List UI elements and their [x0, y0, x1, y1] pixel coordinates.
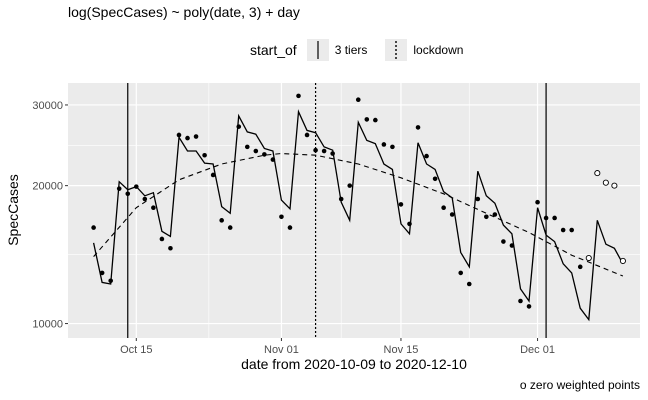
data-point	[244, 144, 250, 150]
data-point	[108, 278, 113, 284]
data-point	[270, 157, 276, 162]
data-point	[492, 212, 498, 217]
zero-weight-note: o zero weighted points	[519, 378, 640, 392]
y-tick-label: 20000	[32, 181, 63, 193]
data-point	[116, 186, 122, 191]
data-point	[381, 142, 387, 147]
data-point	[262, 152, 267, 157]
data-point	[133, 184, 139, 189]
data-points-layer	[91, 93, 583, 309]
x-tick-label: Nov 01	[264, 344, 299, 356]
legend-key-solid	[306, 39, 329, 61]
chart-title: log(SpecCases) ~ poly(date, 3) + day	[68, 4, 300, 20]
data-point	[543, 215, 549, 221]
data-point	[398, 202, 404, 207]
data-point	[142, 196, 148, 202]
data-point	[535, 199, 540, 205]
data-point	[91, 225, 96, 230]
zero-weighted-point	[619, 257, 626, 264]
data-point	[577, 264, 583, 270]
data-point	[193, 134, 199, 139]
data-point	[518, 298, 523, 304]
y-tick-label: 30000	[32, 100, 63, 112]
data-point	[373, 117, 378, 123]
data-point	[449, 212, 455, 217]
data-point	[330, 151, 335, 156]
data-point	[313, 147, 318, 153]
x-tick-label: Nov 15	[384, 344, 419, 356]
zero-weighted-point	[594, 170, 601, 177]
data-point	[424, 153, 429, 159]
legend-key-dotted	[385, 39, 408, 61]
y-tick-label: 10000	[32, 319, 63, 331]
data-point	[296, 93, 301, 99]
data-point	[390, 144, 395, 150]
legend-label-lockdown: lockdown	[413, 43, 464, 57]
legend-title: start_of	[250, 42, 297, 58]
data-point	[569, 227, 575, 233]
data-point	[501, 239, 506, 244]
zero-weighted-points-layer	[585, 170, 626, 264]
x-axis: Oct 15 Nov 01 Nov 15 Dec 01	[120, 338, 555, 356]
panel-background	[68, 83, 640, 338]
zero-weighted-point	[585, 254, 592, 262]
data-point	[151, 205, 156, 211]
legend: start_of 3 tiers lockdown	[250, 38, 481, 62]
data-point	[441, 205, 446, 211]
data-point	[466, 281, 472, 287]
data-point	[185, 135, 190, 141]
legend-label-3-tiers: 3 tiers	[334, 43, 368, 57]
data-point	[484, 214, 489, 220]
zero-weighted-point	[611, 182, 618, 189]
data-point	[364, 117, 370, 122]
data-point	[509, 243, 515, 248]
minor-gridlines	[68, 83, 640, 338]
data-point	[475, 196, 481, 202]
data-point	[458, 270, 464, 276]
data-point	[432, 176, 438, 182]
data-point	[347, 183, 353, 188]
data-point	[552, 215, 557, 221]
data-point	[99, 270, 105, 276]
fit-line-layer	[92, 109, 624, 322]
data-point	[304, 132, 310, 138]
y-axis-title: SpecCases	[5, 174, 21, 246]
data-point	[355, 97, 361, 103]
x-tick-label: Dec 01	[520, 344, 555, 356]
data-point	[236, 124, 242, 129]
data-point	[526, 304, 532, 309]
data-point	[253, 148, 259, 154]
data-point	[202, 152, 207, 158]
data-point	[279, 214, 284, 220]
y-axis: 10000 20000 30000	[32, 100, 68, 331]
x-tick-label: Oct 15	[120, 344, 152, 356]
data-point	[407, 221, 412, 227]
fit-line	[92, 109, 624, 322]
data-point	[560, 227, 566, 233]
event-lines	[127, 83, 547, 338]
data-point	[168, 245, 173, 251]
zero-weighted-point	[602, 179, 609, 186]
data-point	[227, 225, 233, 230]
data-point	[159, 236, 165, 242]
x-axis-title: date from 2020-10-09 to 2020-12-10	[241, 356, 467, 372]
data-point	[338, 196, 344, 202]
data-point	[219, 218, 224, 223]
data-point	[321, 148, 327, 154]
data-point	[415, 125, 421, 130]
data-point	[287, 225, 293, 230]
data-point	[210, 172, 216, 178]
data-point	[125, 191, 131, 197]
data-point	[176, 132, 182, 138]
